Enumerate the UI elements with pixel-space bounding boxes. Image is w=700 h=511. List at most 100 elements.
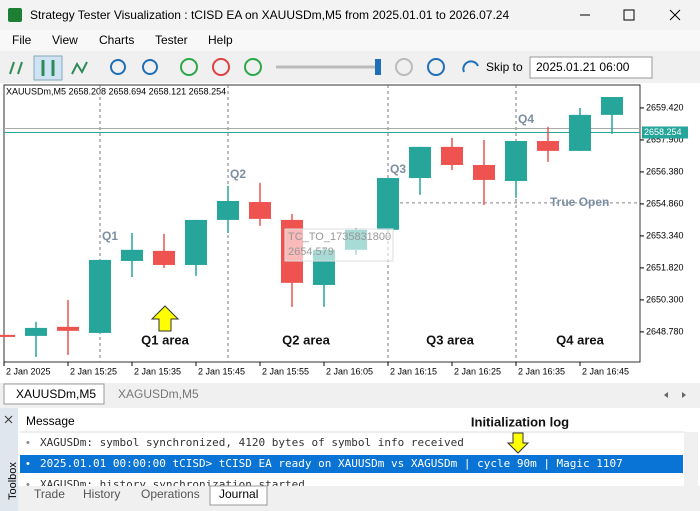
y-tick-label: 2648.780 bbox=[646, 326, 684, 336]
selected-row[interactable] bbox=[20, 455, 683, 473]
maximize-button[interactable] bbox=[623, 9, 635, 21]
x-tick-label: 2 Jan 15:55 bbox=[262, 366, 309, 376]
chart-tab[interactable]: XAGUSDm,M5 bbox=[118, 387, 199, 401]
y-tick-label: 2653.340 bbox=[646, 230, 684, 240]
toolbox-label: Toolbox bbox=[7, 462, 19, 500]
candle-body bbox=[473, 164, 495, 180]
candle-body bbox=[217, 200, 239, 220]
close-button[interactable] bbox=[669, 9, 681, 21]
skip-end-button[interactable] bbox=[427, 58, 445, 76]
menu-item[interactable]: View bbox=[52, 33, 78, 47]
symbol-info: XAUUSDm,M5 2658.208 2658.694 2658.121 26… bbox=[6, 86, 226, 96]
candle-icon bbox=[41, 60, 55, 76]
x-tick-label: 2 Jan 16:35 bbox=[518, 366, 565, 376]
x-tick-label: 2 Jan 16:15 bbox=[390, 366, 437, 376]
play-button[interactable] bbox=[180, 58, 198, 76]
y-tick-label: 2659.420 bbox=[646, 102, 684, 112]
row-bullet: • bbox=[26, 479, 30, 491]
menu-item[interactable]: Tester bbox=[155, 33, 188, 47]
down-arrow bbox=[506, 432, 530, 454]
x-tick-label: 2 Jan 16:45 bbox=[582, 366, 629, 376]
row-bullet: • bbox=[26, 437, 30, 449]
x-tick-label: 2 Jan 15:45 bbox=[198, 366, 245, 376]
menu-bar bbox=[0, 30, 700, 51]
candle-body bbox=[153, 250, 175, 265]
x-tick-label: 2 Jan 2025 bbox=[6, 366, 51, 376]
toolbox-close[interactable] bbox=[4, 415, 13, 424]
zoom-out-button[interactable] bbox=[142, 59, 158, 75]
area-label: Q1 area bbox=[141, 332, 189, 347]
toolbox-tab[interactable]: History bbox=[83, 487, 120, 501]
plot-area bbox=[3, 84, 641, 363]
quarter-label: Q2 bbox=[230, 167, 246, 181]
area-label: Q4 area bbox=[556, 332, 604, 347]
toolbox-tab[interactable]: Operations bbox=[141, 487, 200, 501]
x-tick-label: 2 Jan 15:35 bbox=[134, 366, 181, 376]
area-label: Q2 area bbox=[282, 332, 330, 347]
up-arrow bbox=[150, 305, 180, 332]
chart-tab-bar bbox=[0, 383, 700, 407]
x-tick-label: 2 Jan 16:05 bbox=[326, 366, 373, 376]
candle-body bbox=[0, 334, 15, 337]
chart-tab-active[interactable] bbox=[3, 383, 105, 405]
stop-button[interactable] bbox=[212, 58, 230, 76]
skip-date-value: 2025.01.21 06:00 bbox=[536, 60, 630, 74]
app-icon bbox=[8, 8, 22, 22]
plot: 2659.420 2657.900 2656.380 2654.860 2653.340… bbox=[0, 85, 688, 376]
current-price-box bbox=[642, 126, 688, 139]
y-tick-label: 2654.860 bbox=[646, 198, 684, 208]
candle-body bbox=[89, 259, 111, 333]
bar-chart-button[interactable] bbox=[9, 61, 23, 75]
candle-body bbox=[121, 249, 143, 261]
quarter-label: Q4 bbox=[518, 112, 534, 126]
menu-item[interactable]: Charts bbox=[99, 33, 134, 47]
toolbox-tab[interactable]: Trade bbox=[34, 487, 65, 501]
tooltip-line: 2654.579 bbox=[288, 246, 334, 258]
toolbox-tab-bar bbox=[18, 486, 700, 511]
candle-body bbox=[601, 96, 623, 115]
quarter-label: Q1 bbox=[102, 229, 118, 243]
annotation: Initialization log bbox=[471, 414, 569, 429]
candle-body bbox=[505, 140, 527, 181]
candle-body bbox=[57, 326, 79, 331]
scrollbar[interactable] bbox=[684, 432, 698, 486]
skip-label: Skip to bbox=[486, 60, 523, 74]
slider-thumb[interactable] bbox=[375, 59, 381, 75]
tooltip-line: TC_TO_1735831800 bbox=[288, 231, 391, 243]
zoom-in-button[interactable] bbox=[110, 59, 126, 75]
y-tick-label: 2656.380 bbox=[646, 166, 684, 176]
y-tick-label: 2650.300 bbox=[646, 294, 684, 304]
true-open-label: True Open bbox=[550, 195, 609, 209]
y-tick-label: 2657.900 bbox=[646, 134, 684, 144]
candle-body bbox=[569, 114, 591, 151]
area-label: Q3 area bbox=[426, 332, 474, 347]
row-bullet: • bbox=[26, 458, 30, 470]
x-tick-label: 2 Jan 16:25 bbox=[454, 366, 501, 376]
column-header: Message bbox=[26, 414, 75, 428]
chart-tab[interactable]: XAUUSDm,M5 bbox=[16, 387, 96, 401]
window-title: Strategy Tester Visualization : tCISD EA… bbox=[30, 8, 509, 22]
line-chart-button[interactable] bbox=[71, 61, 88, 75]
candle-chart-button[interactable] bbox=[33, 55, 63, 81]
rewind-button[interactable] bbox=[244, 58, 262, 76]
skip-icon bbox=[462, 60, 479, 73]
log-row[interactable]: XAGUSDm: symbol synchronized, 4120 bytes… bbox=[40, 436, 464, 449]
candle-body bbox=[377, 178, 399, 230]
candle-body bbox=[25, 327, 47, 336]
y-tick-label: 2651.820 bbox=[646, 262, 684, 272]
x-tick-label: 2 Jan 15:25 bbox=[70, 366, 117, 376]
menu-item[interactable]: File bbox=[12, 33, 32, 47]
candle-body bbox=[249, 202, 271, 219]
skip-date-input[interactable] bbox=[529, 56, 653, 79]
tooltip bbox=[284, 228, 394, 262]
candle-body bbox=[185, 219, 207, 265]
menu-item[interactable]: Help bbox=[208, 33, 233, 47]
toolbox-tab-active[interactable] bbox=[209, 485, 268, 506]
toolbox-tab[interactable]: Journal bbox=[219, 487, 258, 501]
log-row[interactable]: 2025.01.01 00:00:00 tCISD> tCISD EA read… bbox=[40, 457, 623, 470]
candle-body bbox=[441, 146, 463, 165]
quarter-label: Q3 bbox=[390, 162, 406, 176]
step-button[interactable] bbox=[395, 58, 413, 76]
